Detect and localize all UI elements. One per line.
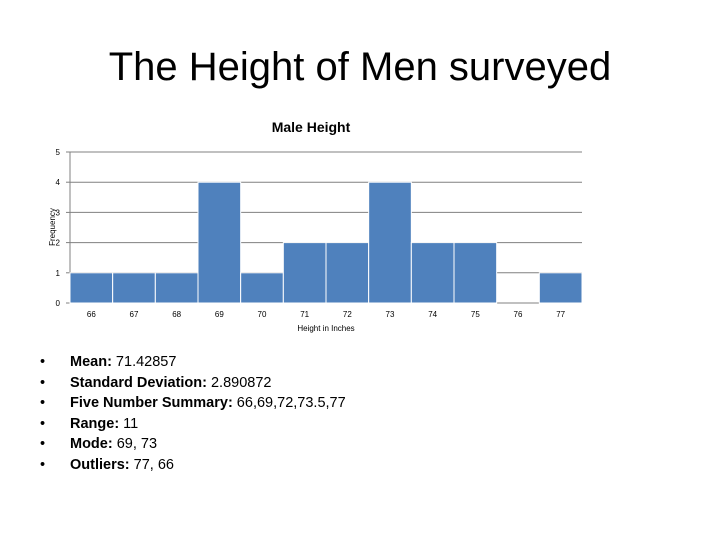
x-tick-label: 73 bbox=[386, 310, 395, 319]
bullet-icon: • bbox=[40, 456, 46, 473]
summary-item-std-dev: • Standard Deviation: 2.890872 bbox=[40, 373, 346, 394]
x-tick-label: 72 bbox=[343, 310, 352, 319]
summary-label: Mode: bbox=[70, 436, 113, 452]
summary-item-range: • Range: 11 bbox=[40, 414, 346, 435]
summary-value: 77, 66 bbox=[129, 456, 174, 473]
x-tick-label: 76 bbox=[514, 310, 523, 319]
x-tick-label: 67 bbox=[130, 310, 139, 319]
y-tick-label: 1 bbox=[56, 269, 61, 278]
bar-66 bbox=[69, 272, 114, 304]
y-tick-label: 4 bbox=[56, 178, 61, 187]
x-axis-label: Height in Inches bbox=[297, 324, 354, 333]
summary-item-outliers: • Outliers: 77, 66 bbox=[40, 455, 346, 476]
y-tick-label: 2 bbox=[56, 239, 61, 248]
chart-title: Male Height bbox=[272, 119, 351, 135]
bar-74 bbox=[410, 242, 455, 304]
summary-label: Mean: bbox=[70, 354, 112, 370]
bar-68 bbox=[154, 272, 199, 304]
x-tick-label: 70 bbox=[258, 310, 267, 319]
x-tick-label: 71 bbox=[300, 310, 309, 319]
y-axis-label: Frequency bbox=[48, 208, 57, 246]
x-tick-label: 74 bbox=[428, 310, 437, 319]
x-tick-label: 77 bbox=[556, 310, 565, 319]
bar-75 bbox=[453, 242, 498, 304]
summary-label: Outliers: bbox=[70, 456, 130, 473]
summary-value: 11 bbox=[119, 415, 139, 432]
bullet-icon: • bbox=[40, 436, 46, 452]
bullet-icon: • bbox=[40, 354, 46, 370]
bullet-icon: • bbox=[40, 374, 46, 391]
bar-72 bbox=[325, 242, 370, 304]
summary-item-mode: • Mode: 69, 73 bbox=[40, 434, 346, 455]
bar-69 bbox=[197, 181, 242, 304]
bar-71 bbox=[282, 242, 327, 304]
summary-label: Five Number Summary: bbox=[70, 395, 233, 411]
x-tick-label: 75 bbox=[471, 310, 480, 319]
bar-67 bbox=[112, 272, 156, 304]
summary-value: 66,69,72,73.5,77 bbox=[232, 395, 346, 411]
summary-item-mean: • Mean: 71.42857 bbox=[40, 352, 346, 373]
summary-list: • Mean: 71.42857 • Standard Deviation: 2.8… bbox=[40, 352, 346, 475]
x-tick-label: 68 bbox=[172, 310, 181, 319]
bullet-icon: • bbox=[40, 395, 46, 411]
y-tick-label: 0 bbox=[56, 299, 61, 308]
x-tick-label: 69 bbox=[215, 310, 224, 319]
y-tick-label: 3 bbox=[56, 208, 61, 217]
slide-title: The Height of Men surveyed bbox=[108, 45, 612, 89]
summary-value: 71.42857 bbox=[111, 354, 177, 370]
y-tick-label: 5 bbox=[56, 148, 61, 157]
summary-value: 69, 73 bbox=[112, 436, 158, 452]
bar-73 bbox=[368, 181, 412, 304]
x-tick-label: 66 bbox=[87, 310, 96, 319]
summary-value: 2.890872 bbox=[206, 374, 272, 391]
summary-label: Standard Deviation: bbox=[70, 374, 207, 391]
bullet-icon: • bbox=[40, 415, 46, 432]
summary-item-five-number: • Five Number Summary: 66,69,72,73.5,77 bbox=[40, 393, 346, 414]
histogram-chart: Male Height 0 1 2 3 4 5 66 67 68 69 70 71 72 73 74 75 76… bbox=[48, 119, 583, 333]
bar-77 bbox=[538, 272, 583, 304]
summary-label: Range: bbox=[70, 415, 120, 432]
bar-70 bbox=[240, 272, 284, 304]
